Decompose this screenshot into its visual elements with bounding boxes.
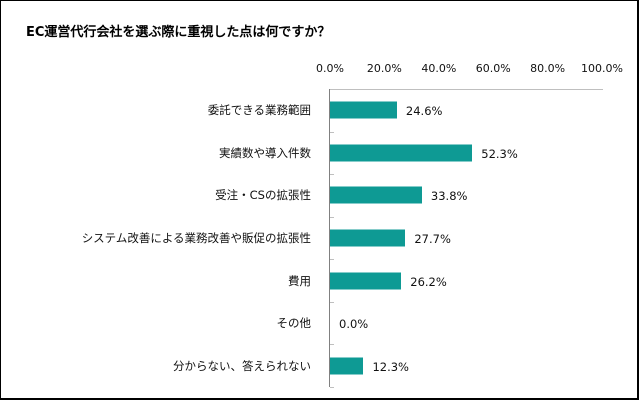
value-label: 33.8%	[430, 189, 468, 204]
category-tick	[330, 387, 334, 388]
x-tick-label: 80.0%	[530, 62, 566, 75]
category-tick	[330, 259, 334, 261]
category-tick	[330, 131, 334, 133]
bar	[330, 272, 402, 290]
value-label: 26.2%	[410, 274, 447, 289]
value-label: 24.6%	[405, 104, 443, 119]
bar	[330, 186, 422, 204]
category-label: システム改善による業務改善や販促の拡張性	[81, 231, 311, 245]
category-label: その他	[276, 316, 312, 331]
value-label: 0.0%	[339, 317, 369, 332]
category-tick	[330, 216, 334, 218]
bar	[330, 229, 406, 247]
x-tick-label: 100.0%	[581, 62, 623, 75]
category-tick	[330, 301, 334, 303]
category-label: 費用	[288, 273, 311, 288]
x-axis-line	[330, 89, 603, 90]
x-tick-label: 60.0%	[475, 62, 511, 75]
category-tick	[330, 174, 334, 176]
category-label: 受注・CSの拡張性	[215, 188, 311, 203]
value-label: 52.3%	[481, 146, 518, 161]
category-tick	[330, 344, 334, 346]
bar	[330, 357, 364, 375]
x-tick-label: 0.0%	[316, 62, 344, 75]
category-label: 実績数や導入件数	[219, 145, 311, 160]
value-label: 27.7%	[414, 232, 451, 246]
bar	[330, 144, 473, 162]
y-axis-line	[329, 89, 330, 387]
value-label: 12.3%	[372, 359, 409, 374]
category-label: 分からない、答えられない	[173, 358, 311, 373]
bar	[330, 101, 397, 119]
category-label: 委託できる業務範囲	[207, 103, 311, 118]
x-tick-label: 20.0%	[366, 62, 402, 75]
x-tick-label: 40.0%	[421, 62, 457, 75]
chart-title: EC運営代行会社を選ぶ際に重視した点は何ですか？	[26, 25, 331, 40]
